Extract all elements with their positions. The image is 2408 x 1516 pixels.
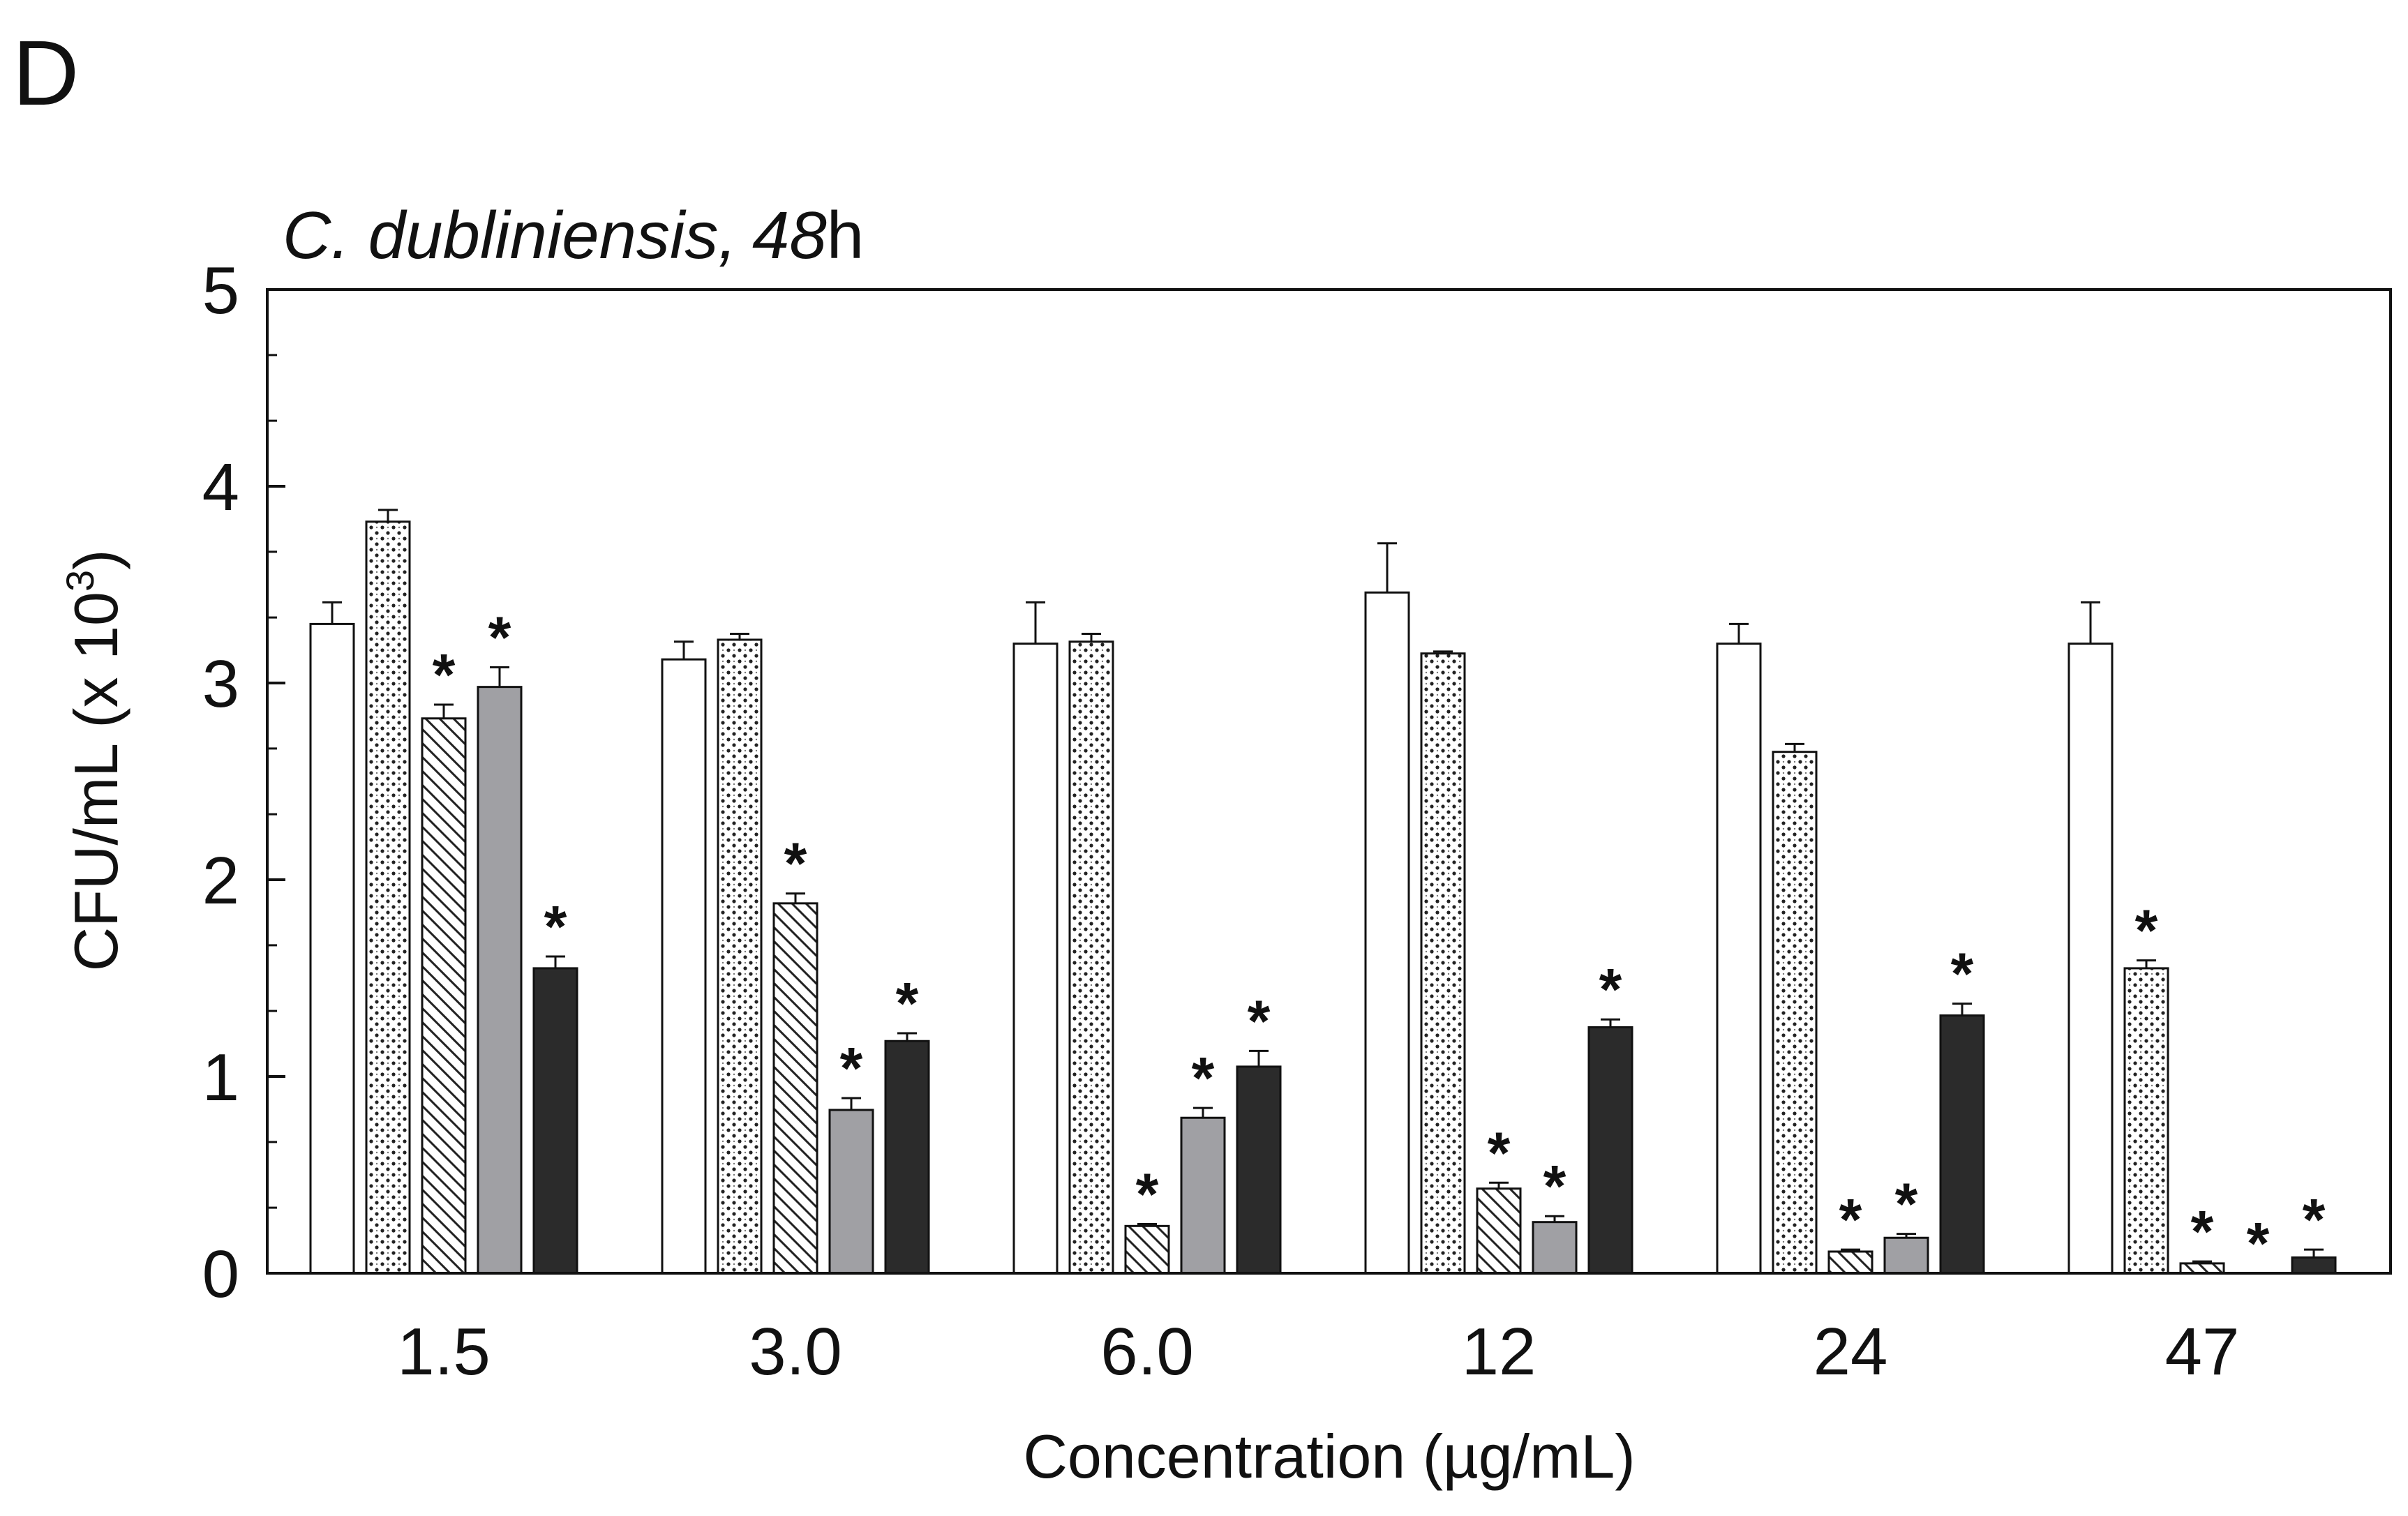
bars: * * * * * * * * * * * * * * * * * * * [309, 509, 2337, 1276]
bar-series-4-6.0 [1180, 1116, 1226, 1275]
bar-series-2-24 [1772, 751, 1818, 1275]
bar-series-2-3.0 [717, 638, 763, 1275]
significance-marker: * [433, 642, 456, 707]
bar-series-5-1.5 [532, 967, 578, 1275]
x-tick-label: 1.5 [397, 1314, 490, 1389]
chart-title: C. dubliniensis, 48h [283, 198, 864, 273]
bar-series-4-1.5 [477, 686, 523, 1275]
y-tick-label: 1 [202, 1040, 239, 1115]
significance-marker: * [1488, 1120, 1511, 1185]
bar-series-5-12 [1587, 1026, 1633, 1275]
significance-marker: * [1543, 1153, 1566, 1219]
bar-series-1-6.0 [1012, 643, 1059, 1275]
bar-series-3-47 [2179, 1262, 2225, 1275]
bar-series-4-24 [1883, 1236, 1929, 1275]
y-axis-label-exponent: 3 [58, 570, 102, 592]
panel-label: D [13, 22, 79, 124]
title-species: C. dubliniensis, [283, 198, 737, 273]
significance-marker: * [2135, 898, 2158, 963]
bar-series-5-47 [2291, 1256, 2337, 1275]
bar-series-2-12 [1420, 652, 1466, 1275]
y-axis-label-close: ) [61, 550, 130, 570]
y-tick-label: 3 [202, 647, 239, 721]
bar-series-3-6.0 [1124, 1224, 1170, 1275]
significance-marker: * [784, 831, 807, 896]
bar-series-2-47 [2123, 967, 2169, 1275]
bar-series-1-47 [2067, 643, 2114, 1275]
bar-series-1-3.0 [661, 658, 707, 1275]
bar-series-3-3.0 [772, 902, 818, 1275]
x-tick-label: 24 [1814, 1314, 1888, 1389]
significance-marker: * [1248, 988, 1271, 1053]
significance-marker: * [1839, 1187, 1862, 1252]
significance-marker: * [1599, 956, 1622, 1022]
significance-marker: * [896, 970, 919, 1036]
bar-series-1-1.5 [309, 622, 355, 1275]
significance-marker: * [1136, 1162, 1159, 1227]
bar-series-3-12 [1476, 1187, 1522, 1275]
bar-series-4-3.0 [828, 1109, 874, 1275]
significance-marker: * [1951, 941, 1974, 1007]
bar-series-5-6.0 [1236, 1065, 1282, 1275]
bar-series-1-24 [1716, 643, 1762, 1275]
bar-series-5-3.0 [884, 1040, 930, 1275]
significance-marker: * [1895, 1171, 1918, 1237]
bar-series-3-1.5 [421, 717, 467, 1275]
y-tick-label: 2 [202, 843, 239, 918]
title-time-unit: h [827, 198, 864, 273]
y-tick-label: 0 [202, 1237, 239, 1312]
significance-marker: * [544, 894, 567, 959]
x-tick-label: 6.0 [1100, 1314, 1193, 1389]
y-tick-label: 4 [202, 450, 239, 525]
bar-series-2-6.0 [1068, 640, 1114, 1275]
x-tick-label: 12 [1462, 1314, 1536, 1389]
y-tick-label: 5 [202, 253, 239, 328]
significance-marker: * [1192, 1045, 1215, 1111]
x-axis-label: Concentration (µg/mL) [1023, 1422, 1635, 1491]
significance-marker: * [2303, 1187, 2326, 1252]
bar-series-1-12 [1364, 591, 1410, 1275]
title-time-value: 48 [752, 198, 827, 273]
significance-marker: * [488, 604, 511, 670]
y-axis-label-main: CFU/mL (x 10 [61, 592, 130, 971]
y-axis-label: CFU/mL (x 103) [58, 550, 130, 972]
x-tick-label: 3.0 [749, 1314, 842, 1389]
plot-frame [266, 288, 2392, 1275]
bar-series-5-24 [1939, 1014, 1985, 1275]
bar-series-2-1.5 [365, 520, 411, 1275]
significance-marker: * [840, 1035, 863, 1101]
bar-series-4-12 [1532, 1221, 1578, 1275]
significance-marker: * [2191, 1199, 2214, 1264]
significance-marker: * [2247, 1210, 2270, 1276]
bar-series-3-24 [1827, 1250, 1874, 1275]
x-tick-label: 47 [2165, 1314, 2240, 1389]
